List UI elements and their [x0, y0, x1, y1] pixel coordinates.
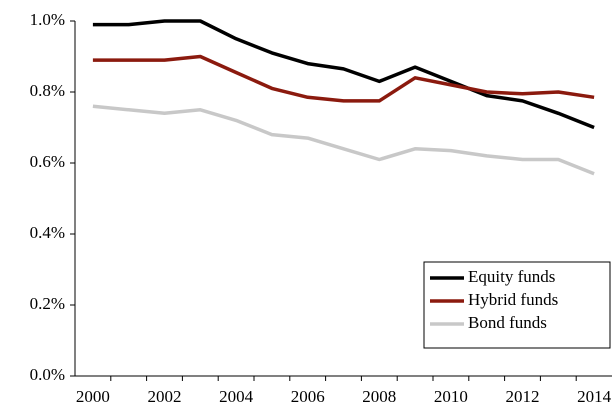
x-tick-label: 2000	[76, 387, 110, 406]
x-tick-label: 2006	[291, 387, 325, 406]
y-tick-label: 0.2%	[30, 294, 65, 313]
legend-label: Hybrid funds	[468, 290, 558, 309]
line-series	[92, 54, 595, 103]
legend-label: Bond funds	[468, 313, 547, 332]
line-series	[92, 104, 595, 176]
y-tick-label: 0.4%	[30, 223, 65, 242]
x-tick-label: 2008	[362, 387, 396, 406]
y-tick-label: 0.0%	[30, 365, 65, 384]
x-tick-label: 2014	[577, 387, 612, 406]
y-tick-label: 0.6%	[30, 152, 65, 171]
y-tick-label: 0.8%	[30, 81, 65, 100]
y-tick-label: 1.0%	[30, 10, 65, 29]
line-series	[92, 19, 595, 130]
x-tick-label: 2010	[434, 387, 468, 406]
x-tick-label: 2004	[219, 387, 254, 406]
x-tick-label: 2012	[506, 387, 540, 406]
x-tick-label: 2002	[148, 387, 182, 406]
legend-label: Equity funds	[468, 267, 555, 286]
